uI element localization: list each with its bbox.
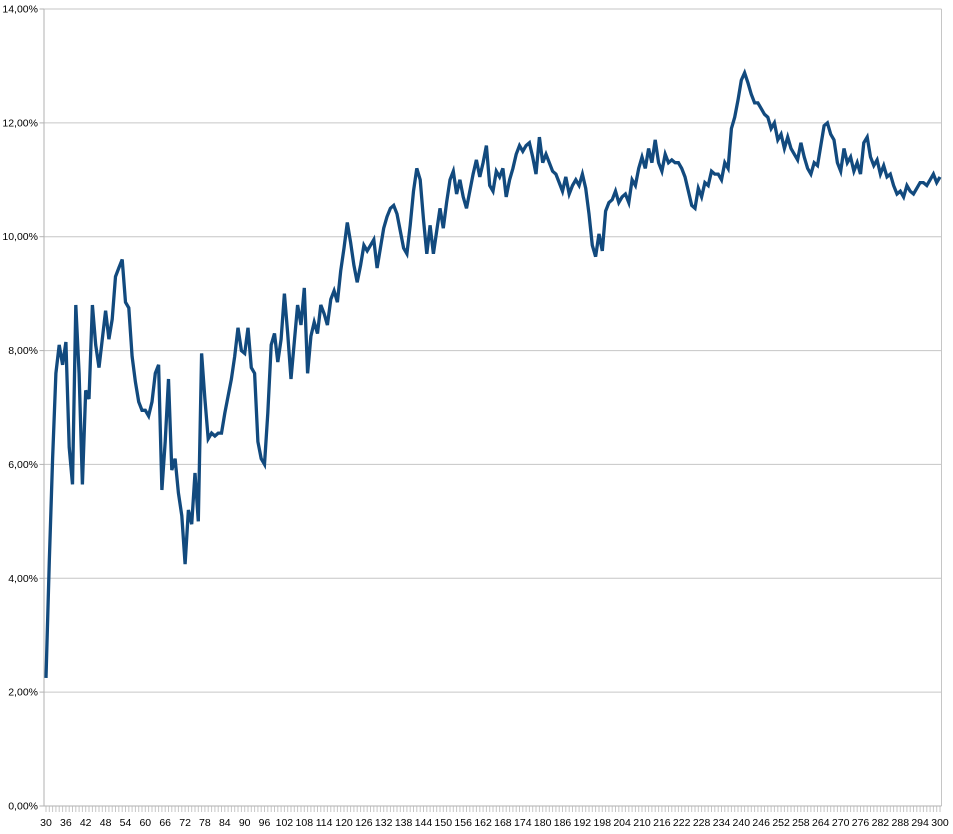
x-axis-label: 42 xyxy=(80,817,92,829)
x-axis-label: 72 xyxy=(179,817,191,829)
x-axis-label: 264 xyxy=(812,817,830,829)
y-axis-label: 2,00% xyxy=(8,687,38,699)
x-axis-label: 102 xyxy=(276,817,294,829)
x-axis-label: 216 xyxy=(653,817,671,829)
y-axis-label: 10,00% xyxy=(2,231,38,243)
x-axis-label: 180 xyxy=(534,817,552,829)
x-axis-label: 174 xyxy=(514,817,532,829)
x-axis-label: 294 xyxy=(911,817,929,829)
x-axis-label: 258 xyxy=(792,817,810,829)
x-axis-label: 48 xyxy=(100,817,112,829)
x-axis-label: 132 xyxy=(375,817,393,829)
y-axis-label: 6,00% xyxy=(8,459,38,471)
x-axis-label: 270 xyxy=(832,817,850,829)
x-axis-label: 78 xyxy=(199,817,211,829)
x-axis-label: 222 xyxy=(673,817,691,829)
x-axis-label: 150 xyxy=(435,817,453,829)
x-axis-label: 198 xyxy=(594,817,612,829)
x-axis-label: 210 xyxy=(633,817,651,829)
x-axis-label: 186 xyxy=(554,817,572,829)
y-axis-label: 12,00% xyxy=(2,117,38,129)
x-axis-label: 288 xyxy=(892,817,910,829)
x-axis-label: 192 xyxy=(574,817,592,829)
x-axis-label: 168 xyxy=(494,817,512,829)
x-axis-label: 84 xyxy=(219,817,231,829)
x-axis-label: 66 xyxy=(159,817,171,829)
x-axis-label: 246 xyxy=(752,817,770,829)
x-axis-label: 108 xyxy=(296,817,314,829)
x-axis-label: 36 xyxy=(60,817,72,829)
x-axis-label: 144 xyxy=(415,817,433,829)
x-axis-label: 156 xyxy=(454,817,472,829)
x-axis-label: 234 xyxy=(713,817,731,829)
series-line xyxy=(44,68,942,678)
x-axis-label: 30 xyxy=(40,817,52,829)
x-axis-label: 252 xyxy=(772,817,790,829)
x-axis-label: 282 xyxy=(872,817,890,829)
x-axis-label: 240 xyxy=(733,817,751,829)
x-axis-label: 228 xyxy=(693,817,711,829)
x-axis-label: 90 xyxy=(239,817,251,829)
x-axis-label: 60 xyxy=(139,817,151,829)
x-axis-label: 126 xyxy=(355,817,373,829)
x-axis-label: 300 xyxy=(931,817,949,829)
x-axis-label: 96 xyxy=(259,817,271,829)
x-axis-label: 120 xyxy=(335,817,353,829)
x-axis-label: 54 xyxy=(120,817,132,829)
x-axis-label: 162 xyxy=(474,817,492,829)
x-axis-label: 114 xyxy=(316,817,333,829)
x-axis-label: 276 xyxy=(852,817,870,829)
y-axis-label: 14,00% xyxy=(2,4,38,16)
y-axis-label: 0,00% xyxy=(8,801,38,813)
x-axis-label: 204 xyxy=(613,817,631,829)
y-axis-label: 8,00% xyxy=(8,345,38,357)
x-axis-label: 138 xyxy=(395,817,413,829)
y-axis-label: 4,00% xyxy=(8,573,38,585)
